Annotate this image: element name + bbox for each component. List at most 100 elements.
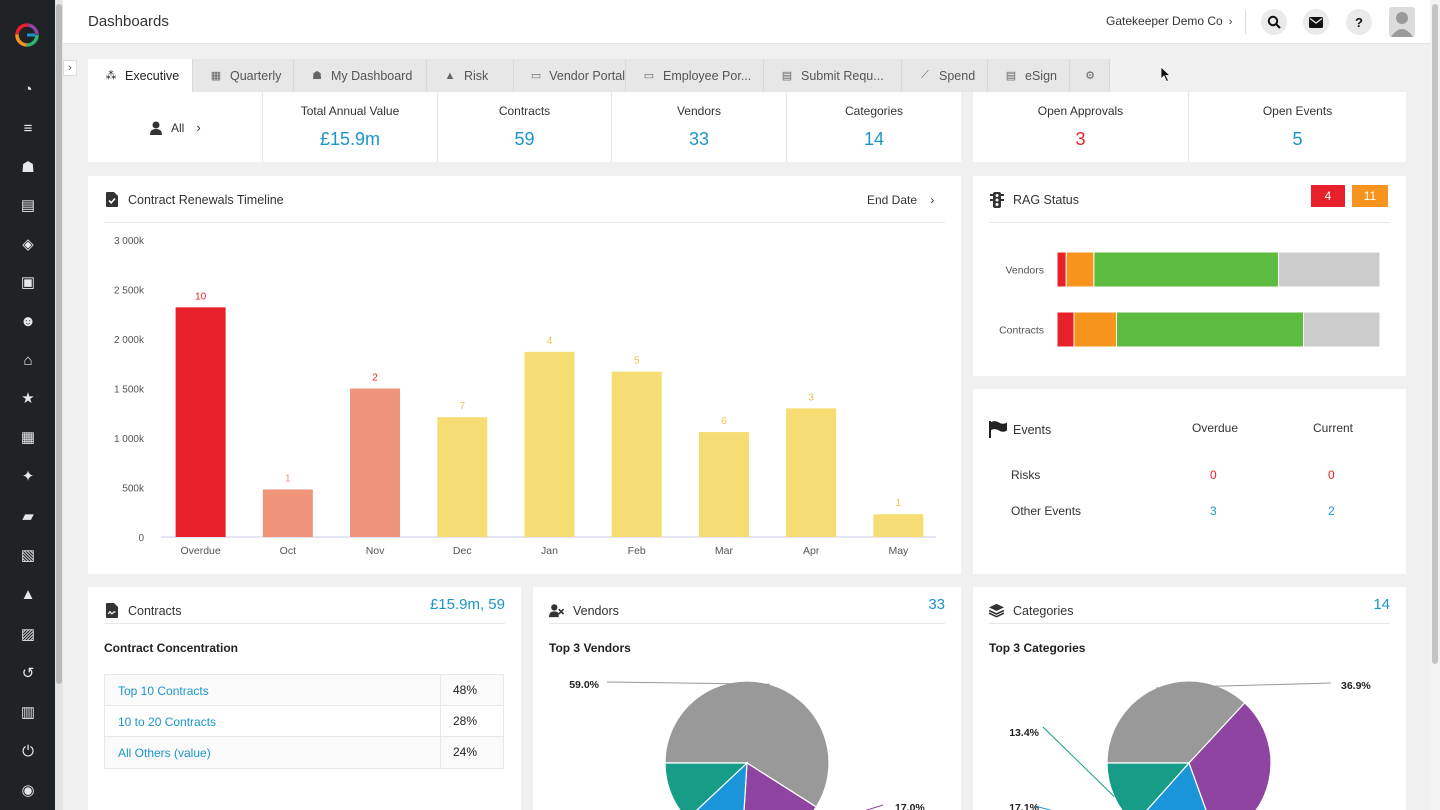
kpi-open-approvals[interactable]: Open Approvals 3 bbox=[973, 92, 1189, 162]
bar-jan[interactable] bbox=[524, 351, 575, 537]
bar-overdue[interactable] bbox=[175, 307, 226, 537]
categories-count[interactable]: 14 bbox=[1373, 596, 1390, 613]
rag-stacked-bars: Vendors Contracts bbox=[999, 251, 1381, 348]
layers-icon[interactable]: ◈ bbox=[22, 236, 34, 253]
bar-apr[interactable] bbox=[786, 408, 837, 537]
kpi-contracts[interactable]: Contracts 59 bbox=[438, 92, 612, 162]
help-button[interactable]: ? bbox=[1346, 9, 1372, 35]
concentration-table: Top 10 Contracts 48% 10 to 20 Contracts 28… bbox=[104, 674, 504, 769]
sidebar-scrollbar[interactable] bbox=[55, 0, 63, 810]
star-icon[interactable]: ★ bbox=[21, 390, 35, 407]
history-icon[interactable]: ↺ bbox=[21, 665, 35, 682]
chart-icon[interactable]: ▥ bbox=[20, 704, 36, 721]
rag-segment[interactable] bbox=[1093, 251, 1279, 288]
compass-icon[interactable]: ◉ bbox=[21, 782, 35, 799]
tab-spend[interactable]: ⟋ Spend bbox=[902, 59, 988, 92]
archive-icon[interactable]: ▣ bbox=[20, 274, 36, 291]
warning-icon[interactable]: ▲ bbox=[20, 585, 36, 603]
bar-nov[interactable] bbox=[350, 388, 401, 538]
bar-dec[interactable] bbox=[437, 417, 488, 537]
row-link[interactable]: 10 to 20 Contracts bbox=[118, 715, 217, 729]
bar-may[interactable] bbox=[873, 514, 924, 537]
kpi-label: Categories bbox=[844, 104, 904, 118]
rag-segment[interactable] bbox=[1277, 251, 1381, 288]
page-scrollbar[interactable] bbox=[1430, 0, 1440, 810]
kpi-categories[interactable]: Categories 14 bbox=[787, 92, 961, 162]
kpi-label: Open Approvals bbox=[1037, 104, 1124, 118]
expand-sidebar-button[interactable]: › bbox=[63, 60, 77, 76]
tab-executive[interactable]: ⁂ Executive bbox=[88, 59, 193, 92]
pie-data-label: 36.9% bbox=[1341, 680, 1371, 692]
chevron-right-icon: › bbox=[68, 62, 72, 74]
categories-pie-chart: 36.9% 17.1% 13.4% bbox=[1009, 680, 1371, 810]
pie-slice[interactable] bbox=[1134, 761, 1216, 810]
sort-label: End Date bbox=[867, 193, 918, 207]
contracts-summary[interactable]: £15.9m, 59 bbox=[429, 596, 505, 613]
y-tick-label: 3 000k bbox=[114, 236, 145, 247]
table-icon[interactable]: ▦ bbox=[20, 429, 36, 446]
users-icon[interactable]: ☻ bbox=[20, 312, 36, 330]
bar-feb[interactable] bbox=[611, 371, 662, 537]
tab-vendor-portal[interactable]: ▭ Vendor Portal bbox=[514, 59, 626, 92]
tab-quarterly[interactable]: ▦ Quarterly bbox=[193, 59, 294, 92]
kpi-total-annual-value[interactable]: Total Annual Value £15.9m bbox=[263, 92, 438, 162]
vendor-icon[interactable]: ☗ bbox=[21, 159, 35, 176]
bar-data-label: 6 bbox=[721, 416, 727, 427]
rag-segment[interactable] bbox=[1056, 251, 1067, 288]
calendar-icon[interactable]: ▧ bbox=[20, 547, 36, 564]
document-icon[interactable]: ▤ bbox=[20, 197, 36, 214]
pie-slice[interactable] bbox=[742, 761, 818, 810]
search-button[interactable] bbox=[1261, 9, 1287, 35]
bar-data-label: 7 bbox=[459, 401, 465, 412]
kpi-open-events[interactable]: Open Events 5 bbox=[1189, 92, 1406, 162]
gatekeeper-logo-icon[interactable] bbox=[14, 22, 40, 48]
tab-settings[interactable]: ⚙ bbox=[1070, 59, 1110, 92]
other-overdue[interactable]: 3 bbox=[1210, 504, 1217, 518]
avatar[interactable] bbox=[1389, 7, 1415, 37]
pie-slice[interactable] bbox=[1188, 702, 1272, 810]
rag-segment[interactable] bbox=[1303, 311, 1381, 348]
pie-slice[interactable] bbox=[664, 762, 749, 810]
list-icon[interactable]: ≡ bbox=[23, 119, 33, 137]
rag-segment[interactable] bbox=[1073, 311, 1117, 348]
sort-end-date[interactable]: End Date › bbox=[867, 193, 934, 207]
tab-employee-por[interactable]: ▭ Employee Por... bbox=[626, 59, 764, 92]
x-tick-label: Apr bbox=[803, 545, 820, 557]
risks-current[interactable]: 0 bbox=[1328, 468, 1335, 482]
sparkle-icon[interactable]: ✦ bbox=[21, 468, 35, 485]
contract-file-icon bbox=[104, 603, 119, 618]
company-switcher[interactable]: Gatekeeper Demo Co › bbox=[1106, 14, 1232, 28]
tab-my-dashboard[interactable]: ☗ My Dashboard bbox=[294, 59, 427, 92]
rag-segment[interactable] bbox=[1065, 251, 1095, 288]
vendors-count[interactable]: 33 bbox=[928, 596, 945, 613]
mail-button[interactable] bbox=[1303, 9, 1329, 35]
tab-esign[interactable]: ▤ eSign bbox=[988, 59, 1070, 92]
kpi-value: £15.9m bbox=[319, 129, 381, 149]
plug-icon[interactable]: ⏻ bbox=[22, 742, 34, 760]
bar-data-label: 3 bbox=[808, 392, 814, 403]
rag-segment[interactable] bbox=[1116, 311, 1304, 348]
rag-amber-badge[interactable]: 11 bbox=[1352, 185, 1388, 207]
risks-overdue[interactable]: 0 bbox=[1210, 468, 1217, 482]
bar-mar[interactable] bbox=[698, 432, 749, 537]
col-overdue: Overdue bbox=[1192, 421, 1239, 435]
table-row: Top 10 Contracts 48% bbox=[105, 675, 503, 706]
dashboard-icon[interactable]: ◔ bbox=[23, 80, 33, 98]
tab-submit-requ[interactable]: ▤ Submit Requ... bbox=[764, 59, 902, 92]
rag-red-badge[interactable]: 4 bbox=[1311, 185, 1345, 207]
bank-icon[interactable]: ⌂ bbox=[23, 351, 33, 369]
folders-icon[interactable]: ▰ bbox=[22, 508, 34, 525]
rag-segment[interactable] bbox=[1056, 311, 1075, 348]
pie-slice[interactable] bbox=[1106, 680, 1246, 764]
bar-data-label: 5 bbox=[634, 356, 640, 367]
filter-all[interactable]: All › bbox=[88, 92, 263, 162]
other-current[interactable]: 2 bbox=[1328, 504, 1335, 518]
bar-oct[interactable] bbox=[262, 489, 313, 537]
categories-card: Categories 14 Top 3 Categories 36.9% 17.1… bbox=[973, 587, 1406, 810]
tab-risk[interactable]: ▲ Risk bbox=[427, 59, 514, 92]
row-link[interactable]: Top 10 Contracts bbox=[118, 684, 209, 698]
kpi-value: 5 bbox=[1292, 129, 1303, 149]
row-link[interactable]: All Others (value) bbox=[118, 746, 211, 760]
approval-icon[interactable]: ▨ bbox=[20, 626, 36, 643]
kpi-vendors[interactable]: Vendors 33 bbox=[612, 92, 787, 162]
